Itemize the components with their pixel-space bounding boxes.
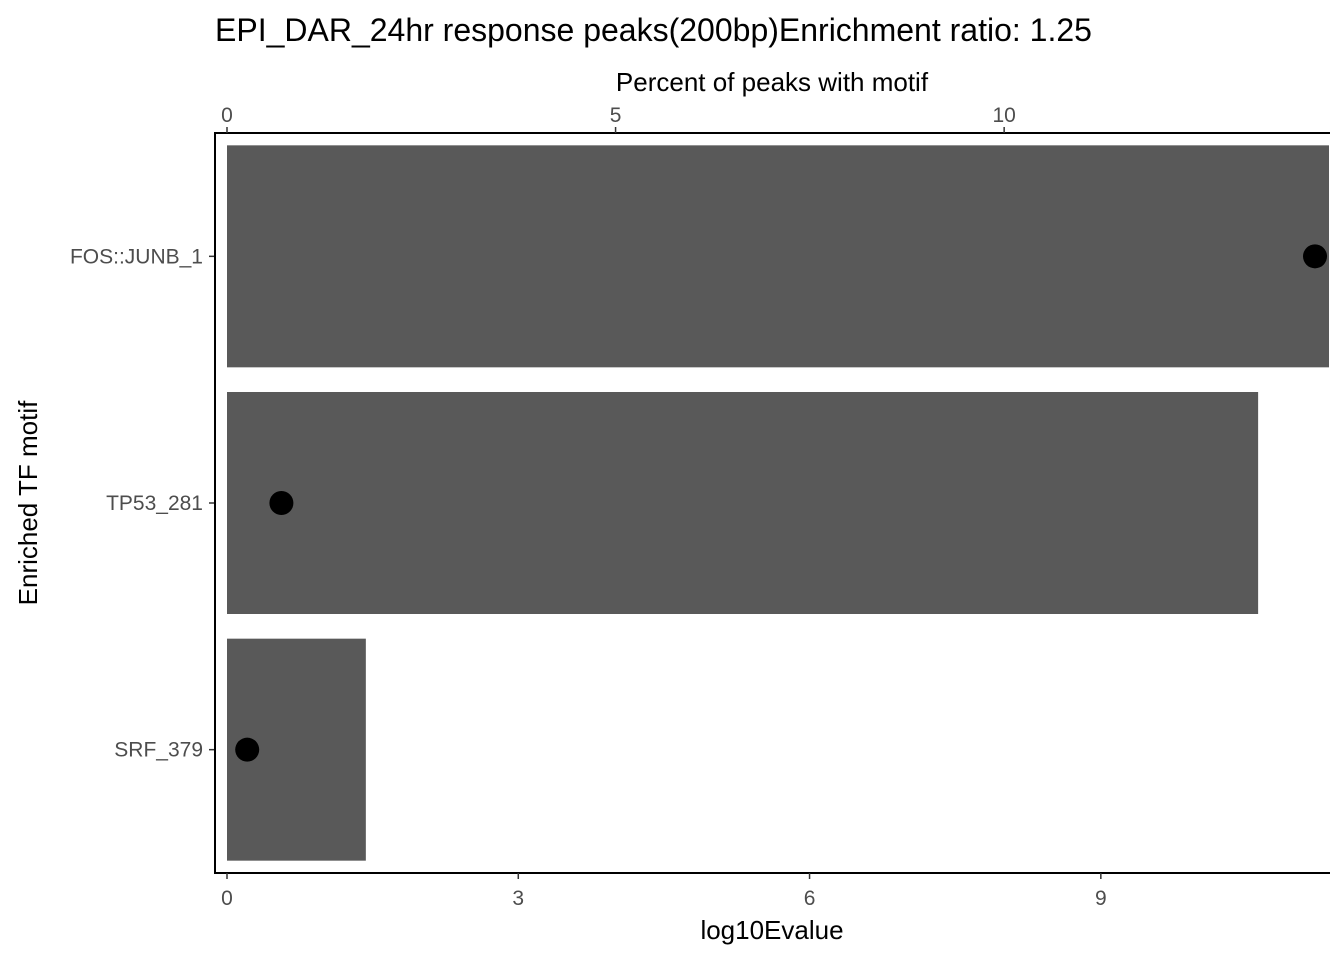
x-tick-label: 0 [221,887,233,910]
x-tick-label: 6 [804,887,816,910]
x-tick-label: 3 [512,887,524,910]
bar-fos-junb-1 [227,145,1329,368]
y-axis-title: Enriched TF motif [13,400,43,605]
point-srf-379 [235,737,260,762]
top-axis-title: Percent of peaks with motif [616,67,929,97]
x-tick-label: 9 [1095,887,1107,910]
chart-title: EPI_DAR_24hr response peaks(200bp)Enrich… [215,12,1092,48]
point-tp53-281 [269,491,294,515]
bar-tp53-281 [227,392,1259,614]
point-fos-junb-1 [1303,244,1328,269]
y-tick-label: SRF_379 [114,739,203,762]
y-tick-label: FOS::JUNB_1 [70,245,203,268]
x2-tick-label: 5 [610,104,622,127]
bottom-axis-title: log10Evalue [700,915,843,945]
x2-tick-label: 10 [992,104,1015,127]
x2-tick-label: 0 [221,104,233,127]
y-tick-label: TP53_281 [106,492,203,515]
